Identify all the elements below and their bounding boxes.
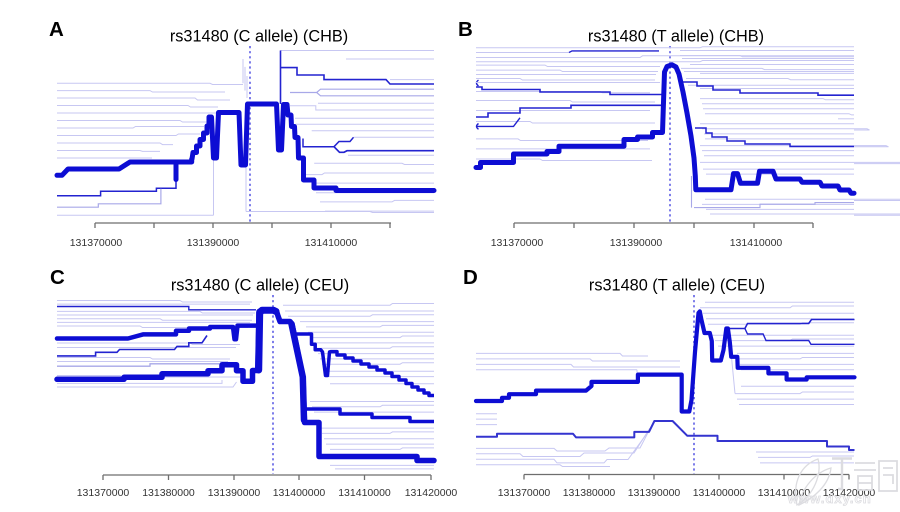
svg-text:131390000: 131390000 <box>610 237 663 249</box>
svg-text:C: C <box>50 266 65 289</box>
svg-text:www.dxy.cn: www.dxy.cn <box>787 491 872 506</box>
svg-text:131370000: 131370000 <box>498 487 551 499</box>
svg-text:131420000: 131420000 <box>405 487 458 499</box>
svg-text:A: A <box>49 18 64 41</box>
svg-text:131370000: 131370000 <box>70 237 123 249</box>
svg-text:131390000: 131390000 <box>208 487 261 499</box>
svg-text:B: B <box>458 18 473 41</box>
svg-text:131410000: 131410000 <box>730 237 783 249</box>
svg-text:rs31480 (C allele) (CEU): rs31480 (C allele) (CEU) <box>171 277 349 295</box>
svg-text:rs31480 (T allele) (CHB): rs31480 (T allele) (CHB) <box>588 28 764 46</box>
svg-text:131410000: 131410000 <box>338 487 391 499</box>
svg-text:131380000: 131380000 <box>142 487 195 499</box>
svg-text:D: D <box>463 266 478 289</box>
svg-text:131370000: 131370000 <box>77 487 130 499</box>
svg-text:131410000: 131410000 <box>758 487 811 499</box>
svg-text:131380000: 131380000 <box>563 487 616 499</box>
svg-text:131390000: 131390000 <box>187 237 240 249</box>
svg-text:rs31480 (T allele) (CEU): rs31480 (T allele) (CEU) <box>589 277 765 295</box>
svg-text:rs31480 (C allele) (CHB): rs31480 (C allele) (CHB) <box>170 28 348 46</box>
svg-text:131390000: 131390000 <box>628 487 681 499</box>
svg-text:131370000: 131370000 <box>491 237 544 249</box>
svg-text:131410000: 131410000 <box>305 237 358 249</box>
svg-text:131400000: 131400000 <box>693 487 746 499</box>
svg-text:131400000: 131400000 <box>273 487 326 499</box>
